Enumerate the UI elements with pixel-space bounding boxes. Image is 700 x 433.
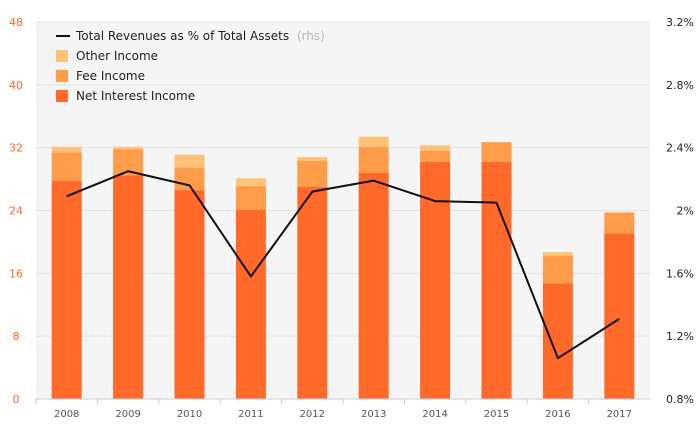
bar-segment-net-interest-income [604,233,635,399]
right-axis: 0.8% 1.2% 1.6% 2% 2.4% 2.8% 3.2% [666,16,694,406]
x-tick-label: 2017 [607,409,632,420]
x-tick-label: 2011 [238,409,263,420]
y-right-tick-label: 2% [677,205,694,218]
bar-segment-other-income [51,146,82,153]
bar-segment-fee-income [51,152,82,181]
bar-segment-other-income [297,157,328,162]
y-left-tick-label: 32 [9,142,23,155]
x-tick-label: 2015 [484,409,509,420]
legend-swatch-fee-income [56,70,68,82]
bar-segment-net-interest-income [297,186,328,399]
x-tick-label: 2012 [300,409,325,420]
bar-segment-other-income [235,178,266,187]
legend-label-fee-income: Fee Income [76,69,145,83]
legend-line-label: Total Revenues as % of Total Assets [75,29,289,43]
series-line-total-revenues [66,170,620,360]
y-right-tick-label: 2.4% [666,142,694,155]
bar-segment-fee-income [481,142,512,162]
y-right-tick-label: 2.8% [666,79,694,92]
line-group [66,170,620,360]
y-right-tick-label: 0.8% [666,393,694,406]
bar-segment-net-interest-income [481,161,512,399]
bar-segment-other-income [604,212,635,213]
y-left-tick-label: 40 [9,79,23,92]
bar-segment-net-interest-income [358,172,389,399]
bar-segment-fee-income [297,161,328,187]
y-left-tick-label: 0 [13,393,20,406]
svg-text:Total Revenues as % of Total A: Total Revenues as % of Total Assets (rhs… [75,29,325,43]
bar-segment-net-interest-income [542,283,573,399]
y-left-tick-label: 16 [9,267,23,280]
x-tick-label: 2010 [177,409,202,420]
legend-swatch-other-income [56,50,68,62]
x-tick-label: 2013 [361,409,386,420]
left-axis: 0 8 16 24 32 40 48 [9,16,23,406]
bar-segment-net-interest-income [51,180,82,399]
bar-segment-fee-income [542,256,573,284]
legend: Total Revenues as % of Total Assets (rhs… [56,29,325,103]
legend-line-note: (rhs) [297,29,325,43]
y-left-tick-label: 48 [9,16,23,29]
legend-swatch-net-interest-income [56,90,68,102]
x-tick-label: 2009 [115,409,140,420]
bar-segment-other-income [174,154,205,168]
y-left-tick-label: 8 [13,330,20,343]
x-axis: 2008 2009 2010 2011 2012 2013 2014 2015 2016 2017 [35,398,650,420]
x-tick-label: 2016 [545,409,570,420]
bar-segment-fee-income [420,150,451,162]
bar-segment-fee-income [358,146,389,173]
bar-segment-other-income [542,252,573,257]
x-tick-label: 2014 [422,409,447,420]
bar-segment-fee-income [235,186,266,210]
y-right-tick-label: 1.6% [666,267,694,280]
bar-segment-other-income [113,146,144,150]
legend-label-other-income: Other Income [76,49,158,63]
x-tick-label: 2008 [54,409,79,420]
y-right-tick-label: 1.2% [666,330,694,343]
y-left-tick-label: 24 [9,205,23,218]
bar-segment-other-income [358,136,389,147]
bar-segment-fee-income [604,212,635,234]
bar-segment-other-income [420,145,451,151]
bar-segment-net-interest-income [113,175,144,399]
bar-segment-net-interest-income [174,190,205,399]
legend-label-net-interest-income: Net Interest Income [76,89,195,103]
y-right-tick-label: 3.2% [666,16,694,29]
bar-segment-net-interest-income [235,209,266,399]
bar-group [51,136,635,399]
